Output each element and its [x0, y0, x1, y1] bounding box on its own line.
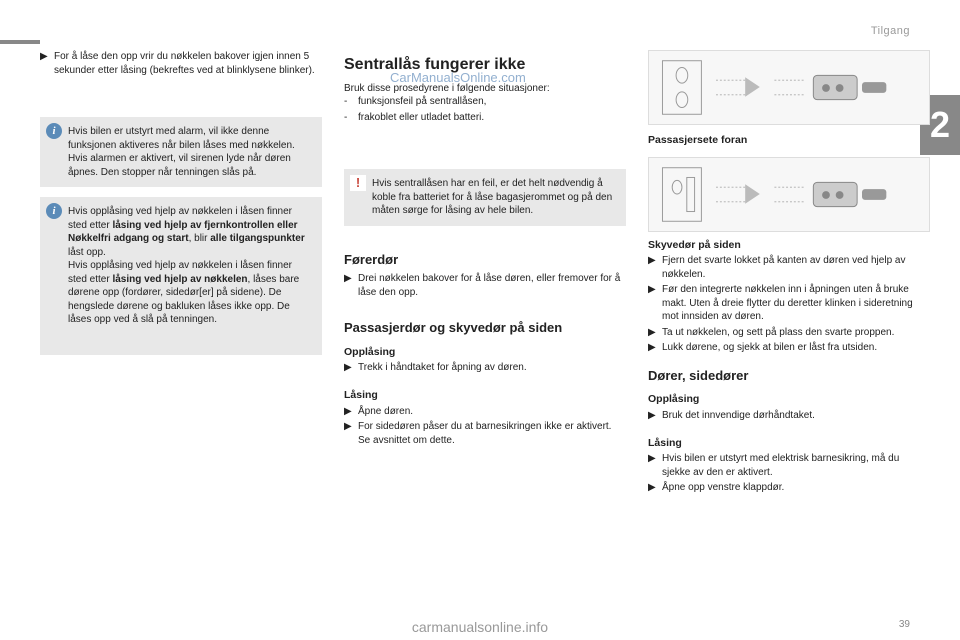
- info-box: i Hvis opplåsing ved hjelp av nøkkelen i…: [40, 197, 322, 355]
- bullet-item: ▶ Trekk i håndtaket for åpning av døren.: [344, 361, 626, 375]
- subheading-unlock: Opplåsing: [344, 345, 626, 359]
- bullet-item: ▶ Før den integrerte nøkkelen inn i åpni…: [648, 283, 930, 324]
- bullet-item: ▶ Lukk dørene, og sjekk at bilen er låst…: [648, 341, 930, 355]
- bullet-item: ▶ For å låse den opp vrir du nøkkelen ba…: [40, 50, 322, 77]
- warning-box: ! Hvis sentrallåsen har en feil, er det …: [344, 169, 626, 226]
- info-icon: i: [46, 123, 62, 139]
- info-box: i Hvis bilen er utstyrt med alarm, vil i…: [40, 117, 322, 187]
- subheading-lock: Låsing: [648, 436, 930, 450]
- bullet-item: ▶ Hvis bilen er utstyrt med elektrisk ba…: [648, 452, 930, 479]
- bullet-item: ▶ Ta ut nøkkelen, og sett på plass den s…: [648, 326, 930, 340]
- content-columns: ▶ For å låse den opp vrir du nøkkelen ba…: [40, 50, 930, 497]
- subheading-lock: Låsing: [344, 388, 626, 402]
- info-text: Hvis opplåsing ved hjelp av nøkkelen i l…: [68, 205, 312, 327]
- subheading-unlock: Opplåsing: [648, 392, 930, 406]
- bullet-text: For å låse den opp vrir du nøkkelen bako…: [54, 50, 322, 77]
- bullet-item: ▶ For sidedøren påser du at barnesikring…: [344, 420, 626, 447]
- column-3: Passasjersete foran Skyvedør: [648, 50, 930, 497]
- watermark: CarManualsOnline.com: [390, 70, 526, 85]
- warning-icon: !: [350, 175, 366, 191]
- manual-page: Tilgang 2 CarManualsOnline.com ▶ For å l…: [0, 0, 960, 640]
- column-2: Sentrallås fungerer ikke Bruk disse pros…: [344, 50, 626, 497]
- illustration-front-seat: [648, 50, 930, 125]
- heading-passenger-door: Passasjerdør og skyvedør på siden: [344, 319, 626, 337]
- warning-text: Hvis sentrallåsen har en feil, er det he…: [372, 177, 616, 218]
- dash-symbol: -: [344, 111, 358, 125]
- heading-doors: Dører, sidedører: [648, 367, 930, 385]
- heading-driver-door: Førerdør: [344, 251, 626, 269]
- illustration-side-door: [648, 157, 930, 232]
- column-1: ▶ For å låse den opp vrir du nøkkelen ba…: [40, 50, 322, 497]
- list-item: - frakoblet eller utladet batteri.: [344, 111, 626, 125]
- illus-caption-2: Skyvedør på siden: [648, 238, 930, 252]
- illus-caption-1: Passasjersete foran: [648, 133, 930, 147]
- bullet-item: ▶ Drei nøkkelen bakover for å låse døren…: [344, 272, 626, 299]
- page-number: 39: [899, 619, 910, 630]
- bullet-item: ▶ Bruk det innvendige dørhåndtaket.: [648, 409, 930, 423]
- section-label: Tilgang: [871, 25, 910, 37]
- info-icon: i: [46, 203, 62, 219]
- list-item: - funksjonsfeil på sentrallåsen,: [344, 95, 626, 109]
- footer-url: carmanualsonline.info: [412, 619, 548, 635]
- dash-symbol: -: [344, 95, 358, 109]
- info-text: Hvis bilen er utstyrt med alarm, vil ikk…: [68, 125, 312, 179]
- bullet-symbol: ▶: [40, 50, 54, 77]
- bullet-item: ▶ Åpne døren.: [344, 405, 626, 419]
- bullet-item: ▶ Fjern det svarte lokket på kanten av d…: [648, 254, 930, 281]
- bullet-item: ▶ Åpne opp venstre klappdør.: [648, 481, 930, 495]
- header-bar: [0, 40, 40, 44]
